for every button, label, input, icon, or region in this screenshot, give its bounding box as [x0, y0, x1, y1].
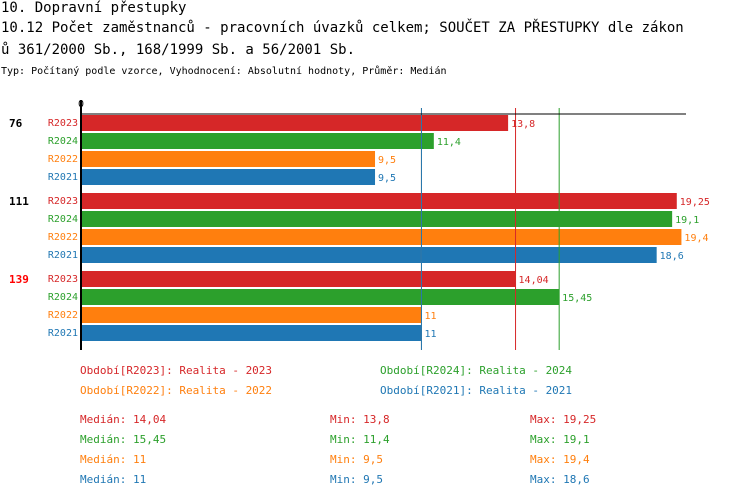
bar-series-label: R2022	[48, 154, 78, 165]
stat-median: Medián: 15,45	[80, 433, 167, 446]
legend-item: Období[R2023]: Realita - 2023	[80, 364, 273, 377]
bar-value-label: 11,4	[437, 137, 461, 148]
bar	[81, 271, 516, 287]
bar-series-label: R2021	[48, 172, 78, 183]
stat-max: Max: 19,4	[530, 453, 590, 466]
bar	[81, 151, 376, 167]
bar-series-label: R2022	[48, 232, 78, 243]
bar	[81, 229, 682, 245]
legend-item: Období[R2022]: Realita - 2022	[80, 384, 273, 397]
bar-value-label: 11	[424, 311, 436, 322]
stat-median: Medián: 11	[80, 453, 147, 466]
bar-value-label: 13,8	[511, 119, 535, 130]
stat-median: Medián: 14,04	[80, 413, 167, 426]
chart-info: Typ: Počítaný podle vzorce, Vyhodnocení:…	[1, 66, 447, 77]
bar-value-label: 9,5	[378, 155, 396, 166]
bar	[81, 289, 560, 305]
bar-series-label: R2021	[48, 250, 78, 261]
stat-max: Max: 19,1	[530, 433, 590, 446]
bar-series-label: R2023	[48, 118, 78, 129]
bar	[81, 193, 677, 209]
stat-min: Min: 13,8	[330, 413, 390, 426]
bar-series-label: R2023	[48, 274, 78, 285]
bar	[81, 133, 434, 149]
bar-value-label: 19,1	[675, 215, 699, 226]
bar	[81, 169, 376, 185]
bar	[81, 307, 422, 323]
bar-value-label: 15,45	[562, 293, 592, 304]
chart-subtitle-line2: ů 361/2000 Sb., 168/1999 Sb. a 56/2001 S…	[1, 42, 356, 58]
stat-max: Max: 19,25	[530, 413, 597, 426]
legend-item: Období[R2021]: Realita - 2021	[380, 384, 573, 397]
bar-series-label: R2024	[48, 136, 78, 147]
bar-value-label: 11	[424, 329, 436, 340]
legend-item: Období[R2024]: Realita - 2024	[380, 364, 573, 377]
chart-subtitle-line1: 10.12 Počet zaměstnanců - pracovních úva…	[1, 20, 684, 36]
bar-value-label: 19,4	[684, 233, 708, 244]
page-title: 10. Dopravní přestupky	[1, 0, 187, 16]
stat-min: Min: 9,5	[330, 453, 383, 466]
bar-value-label: 9,5	[378, 173, 396, 184]
stat-median: Medián: 11	[80, 473, 147, 486]
bar	[81, 325, 422, 341]
bar-series-label: R2024	[48, 214, 78, 225]
bar	[81, 211, 673, 227]
bar	[81, 247, 657, 263]
bar-series-label: R2021	[48, 328, 78, 339]
bar-series-label: R2023	[48, 196, 78, 207]
stat-min: Min: 11,4	[330, 433, 390, 446]
bar-value-label: 14,04	[519, 275, 549, 286]
bar-series-label: R2024	[48, 292, 78, 303]
group-label: 139	[9, 273, 29, 286]
stat-min: Min: 9,5	[330, 473, 383, 486]
bar-value-label: 18,6	[660, 251, 684, 262]
stat-max: Max: 18,6	[530, 473, 590, 486]
bar-series-label: R2022	[48, 310, 78, 321]
bar-value-label: 19,25	[680, 197, 710, 208]
bar	[81, 115, 509, 131]
group-label: 111	[9, 195, 29, 208]
group-label: 76	[9, 117, 23, 130]
